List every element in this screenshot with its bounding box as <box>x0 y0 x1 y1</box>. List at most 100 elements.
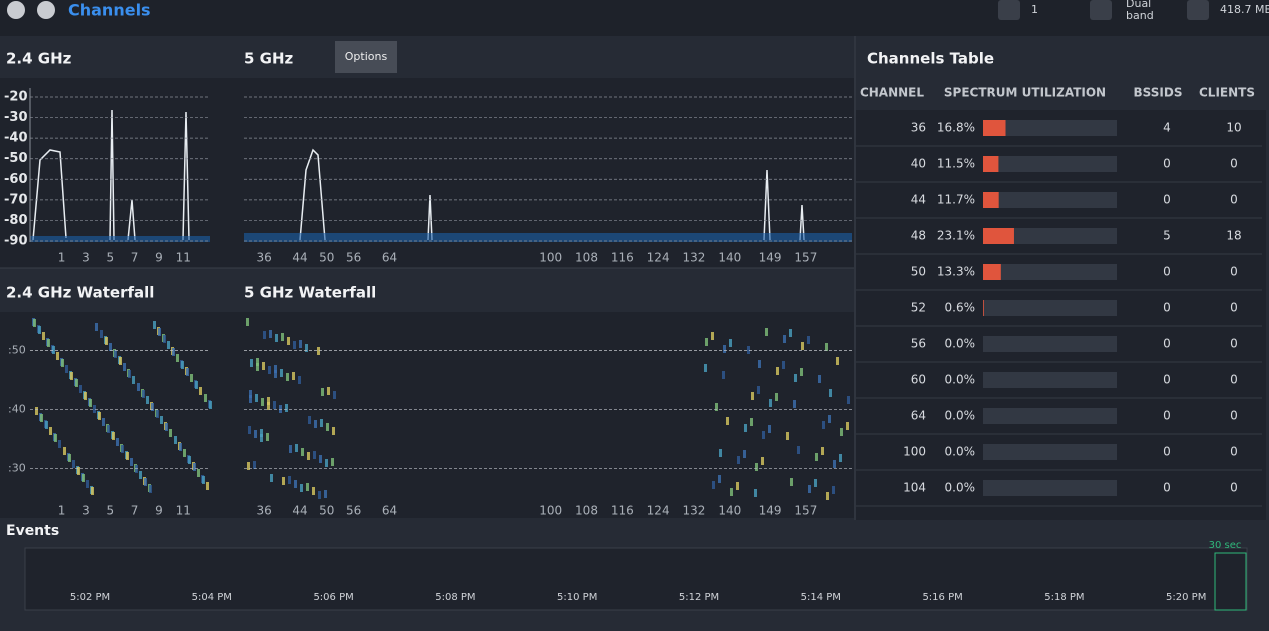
x-tick-label: 36 <box>257 504 272 518</box>
waterfall-cell <box>318 491 321 499</box>
utilization: 11.5% <box>937 157 975 171</box>
waterfall-cell <box>301 448 304 456</box>
waterfall-cell <box>839 454 842 462</box>
bssids: 0 <box>1163 445 1171 459</box>
clients: 0 <box>1230 409 1238 423</box>
waterfall-cell <box>172 348 175 356</box>
x-tick-label: 108 <box>575 504 598 518</box>
bssids: 0 <box>1163 265 1171 279</box>
waterfall-cell <box>268 366 271 374</box>
waterfall-cell <box>167 341 170 349</box>
waterfall-cell <box>163 335 166 343</box>
waterfall-cell <box>287 337 290 345</box>
memory-icon <box>1187 0 1209 20</box>
waterfall-cell <box>116 438 119 446</box>
waterfall-cell <box>815 453 818 461</box>
clients: 0 <box>1230 265 1238 279</box>
waterfall-cell <box>729 339 732 347</box>
waterfall-cell <box>317 347 320 355</box>
time-label: 5:08 PM <box>435 592 475 603</box>
utilization-bar <box>983 120 1006 136</box>
x-tick-label: 56 <box>346 504 361 518</box>
waterfall-cell <box>126 452 129 460</box>
waterfall-cell <box>128 370 131 378</box>
waterfall-cell <box>105 337 108 345</box>
x-tick-label: 116 <box>611 504 634 518</box>
y-tick-label: :50 <box>8 343 26 356</box>
y-tick-label: -50 <box>4 151 28 166</box>
waterfall-cell <box>306 483 309 491</box>
waterfall-cell <box>75 379 78 387</box>
utilization-track <box>983 264 1117 280</box>
waterfall-cell <box>255 394 258 402</box>
x-tick-label: 3 <box>82 504 90 518</box>
x-tick-label: 140 <box>718 504 741 518</box>
waterfall-cell <box>174 436 177 444</box>
events-title: Events <box>6 523 59 539</box>
waterfall-cell <box>112 432 115 440</box>
clients: 0 <box>1230 193 1238 207</box>
x-tick-label: 9 <box>155 504 163 518</box>
waterfall-cell <box>292 372 295 380</box>
waterfall-cell <box>782 361 785 369</box>
column-header: CLIENTS <box>1199 86 1255 100</box>
waterfall-cell <box>123 363 126 371</box>
waterfall-cell <box>775 393 778 401</box>
waterfall-cell <box>38 326 41 334</box>
waterfall-cell <box>786 432 789 440</box>
waterfall-cell <box>93 405 96 413</box>
utilization-bar <box>983 264 1001 280</box>
page-title: Channels <box>68 1 151 20</box>
clients: 0 <box>1230 481 1238 495</box>
waterfall-cell <box>723 345 726 353</box>
waterfall-cell <box>119 357 122 365</box>
waterfall-cell <box>114 350 117 358</box>
waterfall-cell <box>247 462 250 470</box>
waterfall-cell <box>202 476 205 484</box>
x-tick-label: 44 <box>292 504 307 518</box>
waterfall-cell <box>783 335 786 343</box>
waterfall-cell <box>293 341 296 349</box>
menu-button[interactable] <box>7 1 25 19</box>
waterfall-cell <box>744 424 747 432</box>
waterfall-cell <box>712 481 715 489</box>
waterfall-cell <box>825 343 828 351</box>
time-label: 5:16 PM <box>922 592 962 603</box>
y-tick-label: -40 <box>4 131 28 146</box>
time-label: 5:10 PM <box>557 592 597 603</box>
channel: 60 <box>911 373 926 387</box>
waterfall-cell <box>289 445 292 453</box>
x-tick-label: 140 <box>718 251 741 265</box>
waterfall-cell <box>54 434 57 442</box>
bssids: 0 <box>1163 409 1171 423</box>
x-tick-label: 11 <box>176 251 191 265</box>
y-tick-label: -20 <box>4 90 28 105</box>
waterfall-cell <box>100 330 103 338</box>
time-label: 5:20 PM <box>1166 592 1206 603</box>
waterfall-cell <box>256 358 259 366</box>
waterfall-cell <box>82 474 85 482</box>
back-button[interactable] <box>37 1 55 19</box>
waterfall-cell <box>711 332 714 340</box>
channel: 36 <box>911 121 926 135</box>
waterfall-cell <box>312 487 315 495</box>
waterfall-cell <box>183 449 186 457</box>
panel-title: 5 GHz <box>244 50 294 68</box>
window-label: 30 sec <box>1209 540 1242 551</box>
x-tick-label: 50 <box>319 504 334 518</box>
waterfall-cell <box>204 394 207 402</box>
waterfall-cell <box>826 492 829 500</box>
panel-title: 5 GHz Waterfall <box>244 284 376 302</box>
options-label[interactable]: Options <box>345 50 388 63</box>
waterfall-cell <box>169 429 172 437</box>
waterfall-cell <box>193 463 196 471</box>
waterfall-cell <box>274 365 277 373</box>
x-tick-label: 124 <box>647 504 670 518</box>
waterfall-cell <box>298 376 301 384</box>
waterfall-cell <box>288 476 291 484</box>
waterfall-cell <box>35 407 38 415</box>
waterfall-cell <box>188 456 191 464</box>
waterfall-cell <box>814 479 817 487</box>
x-tick-label: 7 <box>131 504 139 518</box>
waterfall-area <box>0 312 854 518</box>
